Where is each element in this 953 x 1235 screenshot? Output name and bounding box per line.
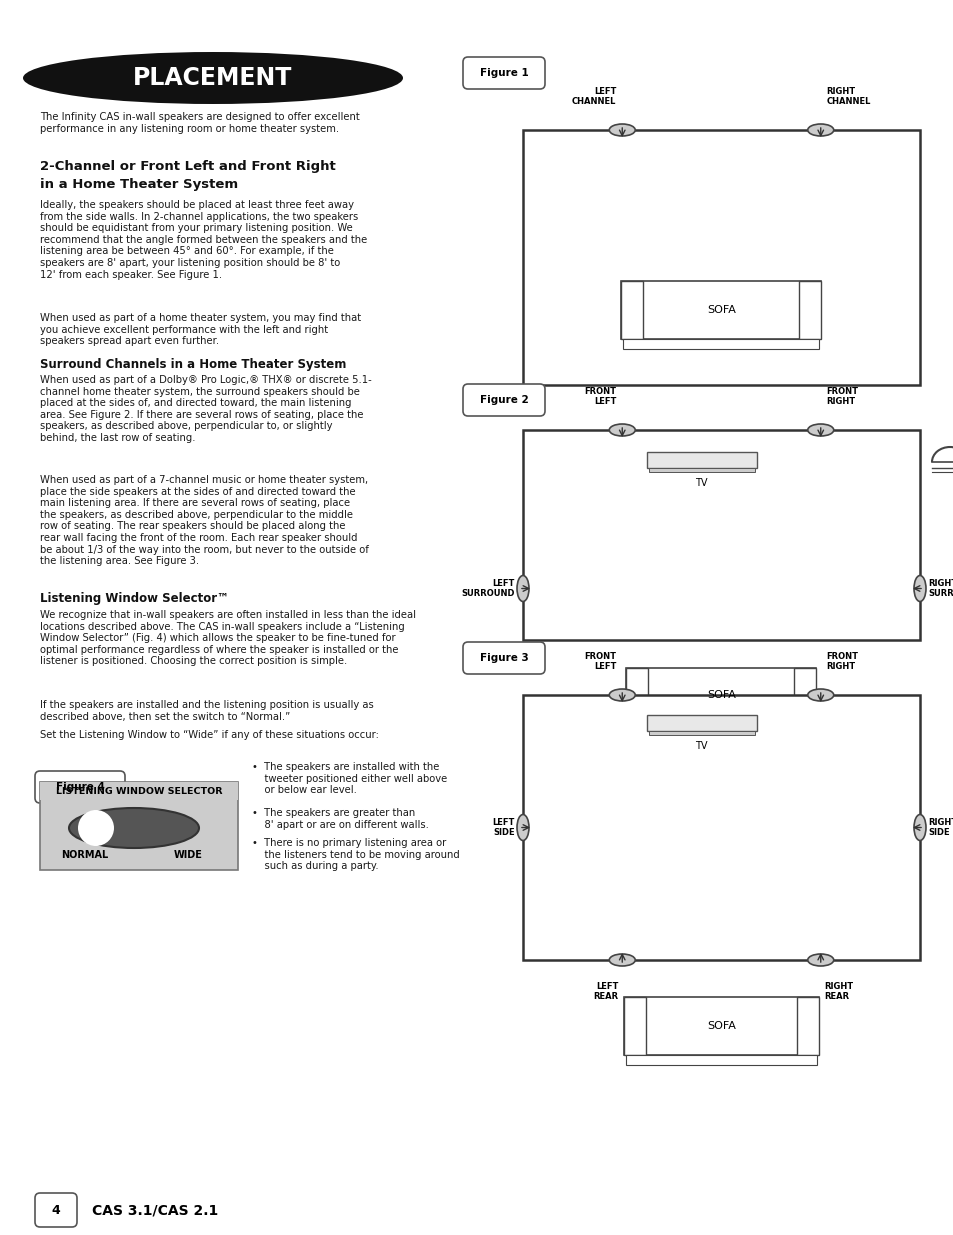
Bar xyxy=(626,668,816,722)
Bar xyxy=(620,282,643,338)
Bar xyxy=(628,722,814,734)
Bar xyxy=(620,282,821,338)
Text: Figure 2: Figure 2 xyxy=(479,395,528,405)
Text: NORMAL: NORMAL xyxy=(61,850,109,860)
Bar xyxy=(522,130,919,385)
Text: FRONT
LEFT: FRONT LEFT xyxy=(583,387,616,406)
FancyBboxPatch shape xyxy=(462,384,544,416)
Bar xyxy=(625,1055,816,1065)
Ellipse shape xyxy=(609,689,635,701)
Text: FRONT
RIGHT: FRONT RIGHT xyxy=(826,387,858,406)
Text: SOFA: SOFA xyxy=(706,690,735,700)
Text: Listening Window Selector™: Listening Window Selector™ xyxy=(40,592,229,605)
Circle shape xyxy=(78,810,113,846)
Text: RIGHT
CHANNEL: RIGHT CHANNEL xyxy=(826,86,870,106)
Text: Figure 4: Figure 4 xyxy=(55,782,104,792)
Text: RIGHT
SURROUND: RIGHT SURROUND xyxy=(927,579,953,598)
Ellipse shape xyxy=(807,689,833,701)
Text: Surround Channels in a Home Theater System: Surround Channels in a Home Theater Syst… xyxy=(40,358,346,370)
Text: •  The speakers are installed with the
    tweeter positioned either well above
: • The speakers are installed with the tw… xyxy=(252,762,447,795)
Text: LEFT
SIDE: LEFT SIDE xyxy=(492,818,515,837)
Bar xyxy=(646,715,756,731)
Bar xyxy=(40,782,237,800)
Text: CAS 3.1/CAS 2.1: CAS 3.1/CAS 2.1 xyxy=(91,1203,218,1216)
Text: RIGHT
REAR: RIGHT REAR xyxy=(824,982,853,1002)
Text: If the speakers are installed and the listening position is usually as
described: If the speakers are installed and the li… xyxy=(40,700,374,721)
Bar xyxy=(40,782,237,869)
Text: 4: 4 xyxy=(51,1203,60,1216)
Text: When used as part of a 7-channel music or home theater system,
place the side sp: When used as part of a 7-channel music o… xyxy=(40,475,369,566)
Ellipse shape xyxy=(807,424,833,436)
Text: LISTENING WINDOW SELECTOR: LISTENING WINDOW SELECTOR xyxy=(55,787,222,795)
Ellipse shape xyxy=(609,424,635,436)
Text: When used as part of a home theater system, you may find that
you achieve excell: When used as part of a home theater syst… xyxy=(40,312,361,346)
Text: 2-Channel or Front Left and Front Right: 2-Channel or Front Left and Front Right xyxy=(40,161,335,173)
Text: Figure 1: Figure 1 xyxy=(479,68,528,78)
Bar xyxy=(648,468,754,472)
Ellipse shape xyxy=(609,124,635,136)
Text: SOFA: SOFA xyxy=(706,1021,735,1031)
FancyBboxPatch shape xyxy=(35,1193,77,1228)
Ellipse shape xyxy=(517,815,529,841)
Text: FRONT
RIGHT: FRONT RIGHT xyxy=(826,652,858,671)
Text: Set the Listening Window to “Wide” if any of these situations occur:: Set the Listening Window to “Wide” if an… xyxy=(40,730,378,740)
Text: LEFT
SURROUND: LEFT SURROUND xyxy=(461,579,515,598)
Bar xyxy=(623,997,818,1055)
FancyBboxPatch shape xyxy=(35,771,125,803)
Ellipse shape xyxy=(913,576,925,601)
Text: Figure 3: Figure 3 xyxy=(479,653,528,663)
Text: LEFT
REAR: LEFT REAR xyxy=(593,982,618,1002)
Ellipse shape xyxy=(807,953,833,966)
Text: TV: TV xyxy=(695,741,707,751)
Ellipse shape xyxy=(609,953,635,966)
Text: •  The speakers are greater than
    8' apart or are on different walls.: • The speakers are greater than 8' apart… xyxy=(252,808,429,830)
FancyBboxPatch shape xyxy=(462,642,544,674)
Ellipse shape xyxy=(23,52,402,104)
Text: TV: TV xyxy=(695,478,707,488)
Text: LEFT
CHANNEL: LEFT CHANNEL xyxy=(571,86,616,106)
Bar xyxy=(623,997,645,1055)
Text: in a Home Theater System: in a Home Theater System xyxy=(40,178,238,191)
Text: PLACEMENT: PLACEMENT xyxy=(133,65,293,90)
Text: When used as part of a Dolby® Pro Logic,® THX® or discrete 5.1-
channel home the: When used as part of a Dolby® Pro Logic,… xyxy=(40,375,372,443)
Ellipse shape xyxy=(913,815,925,841)
Bar xyxy=(623,338,819,350)
Bar xyxy=(799,282,821,338)
Text: FRONT
LEFT: FRONT LEFT xyxy=(583,652,616,671)
Text: The Infinity CAS in-wall speakers are designed to offer excellent
performance in: The Infinity CAS in-wall speakers are de… xyxy=(40,112,359,133)
Text: RIGHT
SIDE: RIGHT SIDE xyxy=(927,818,953,837)
Text: WIDE: WIDE xyxy=(173,850,202,860)
Ellipse shape xyxy=(807,124,833,136)
FancyBboxPatch shape xyxy=(462,57,544,89)
Bar xyxy=(794,668,816,722)
Bar xyxy=(646,452,756,468)
Text: Ideally, the speakers should be placed at least three feet away
from the side wa: Ideally, the speakers should be placed a… xyxy=(40,200,367,279)
Text: •  There is no primary listening area or
    the listeners tend to be moving aro: • There is no primary listening area or … xyxy=(252,839,459,871)
Bar xyxy=(522,430,919,640)
Bar xyxy=(522,695,919,960)
Text: We recognize that in-wall speakers are often installed in less than the ideal
lo: We recognize that in-wall speakers are o… xyxy=(40,610,416,667)
Text: SOFA: SOFA xyxy=(706,305,735,315)
Ellipse shape xyxy=(517,576,529,601)
Ellipse shape xyxy=(69,808,199,848)
Bar xyxy=(626,668,648,722)
Bar xyxy=(648,731,754,735)
Bar xyxy=(796,997,818,1055)
